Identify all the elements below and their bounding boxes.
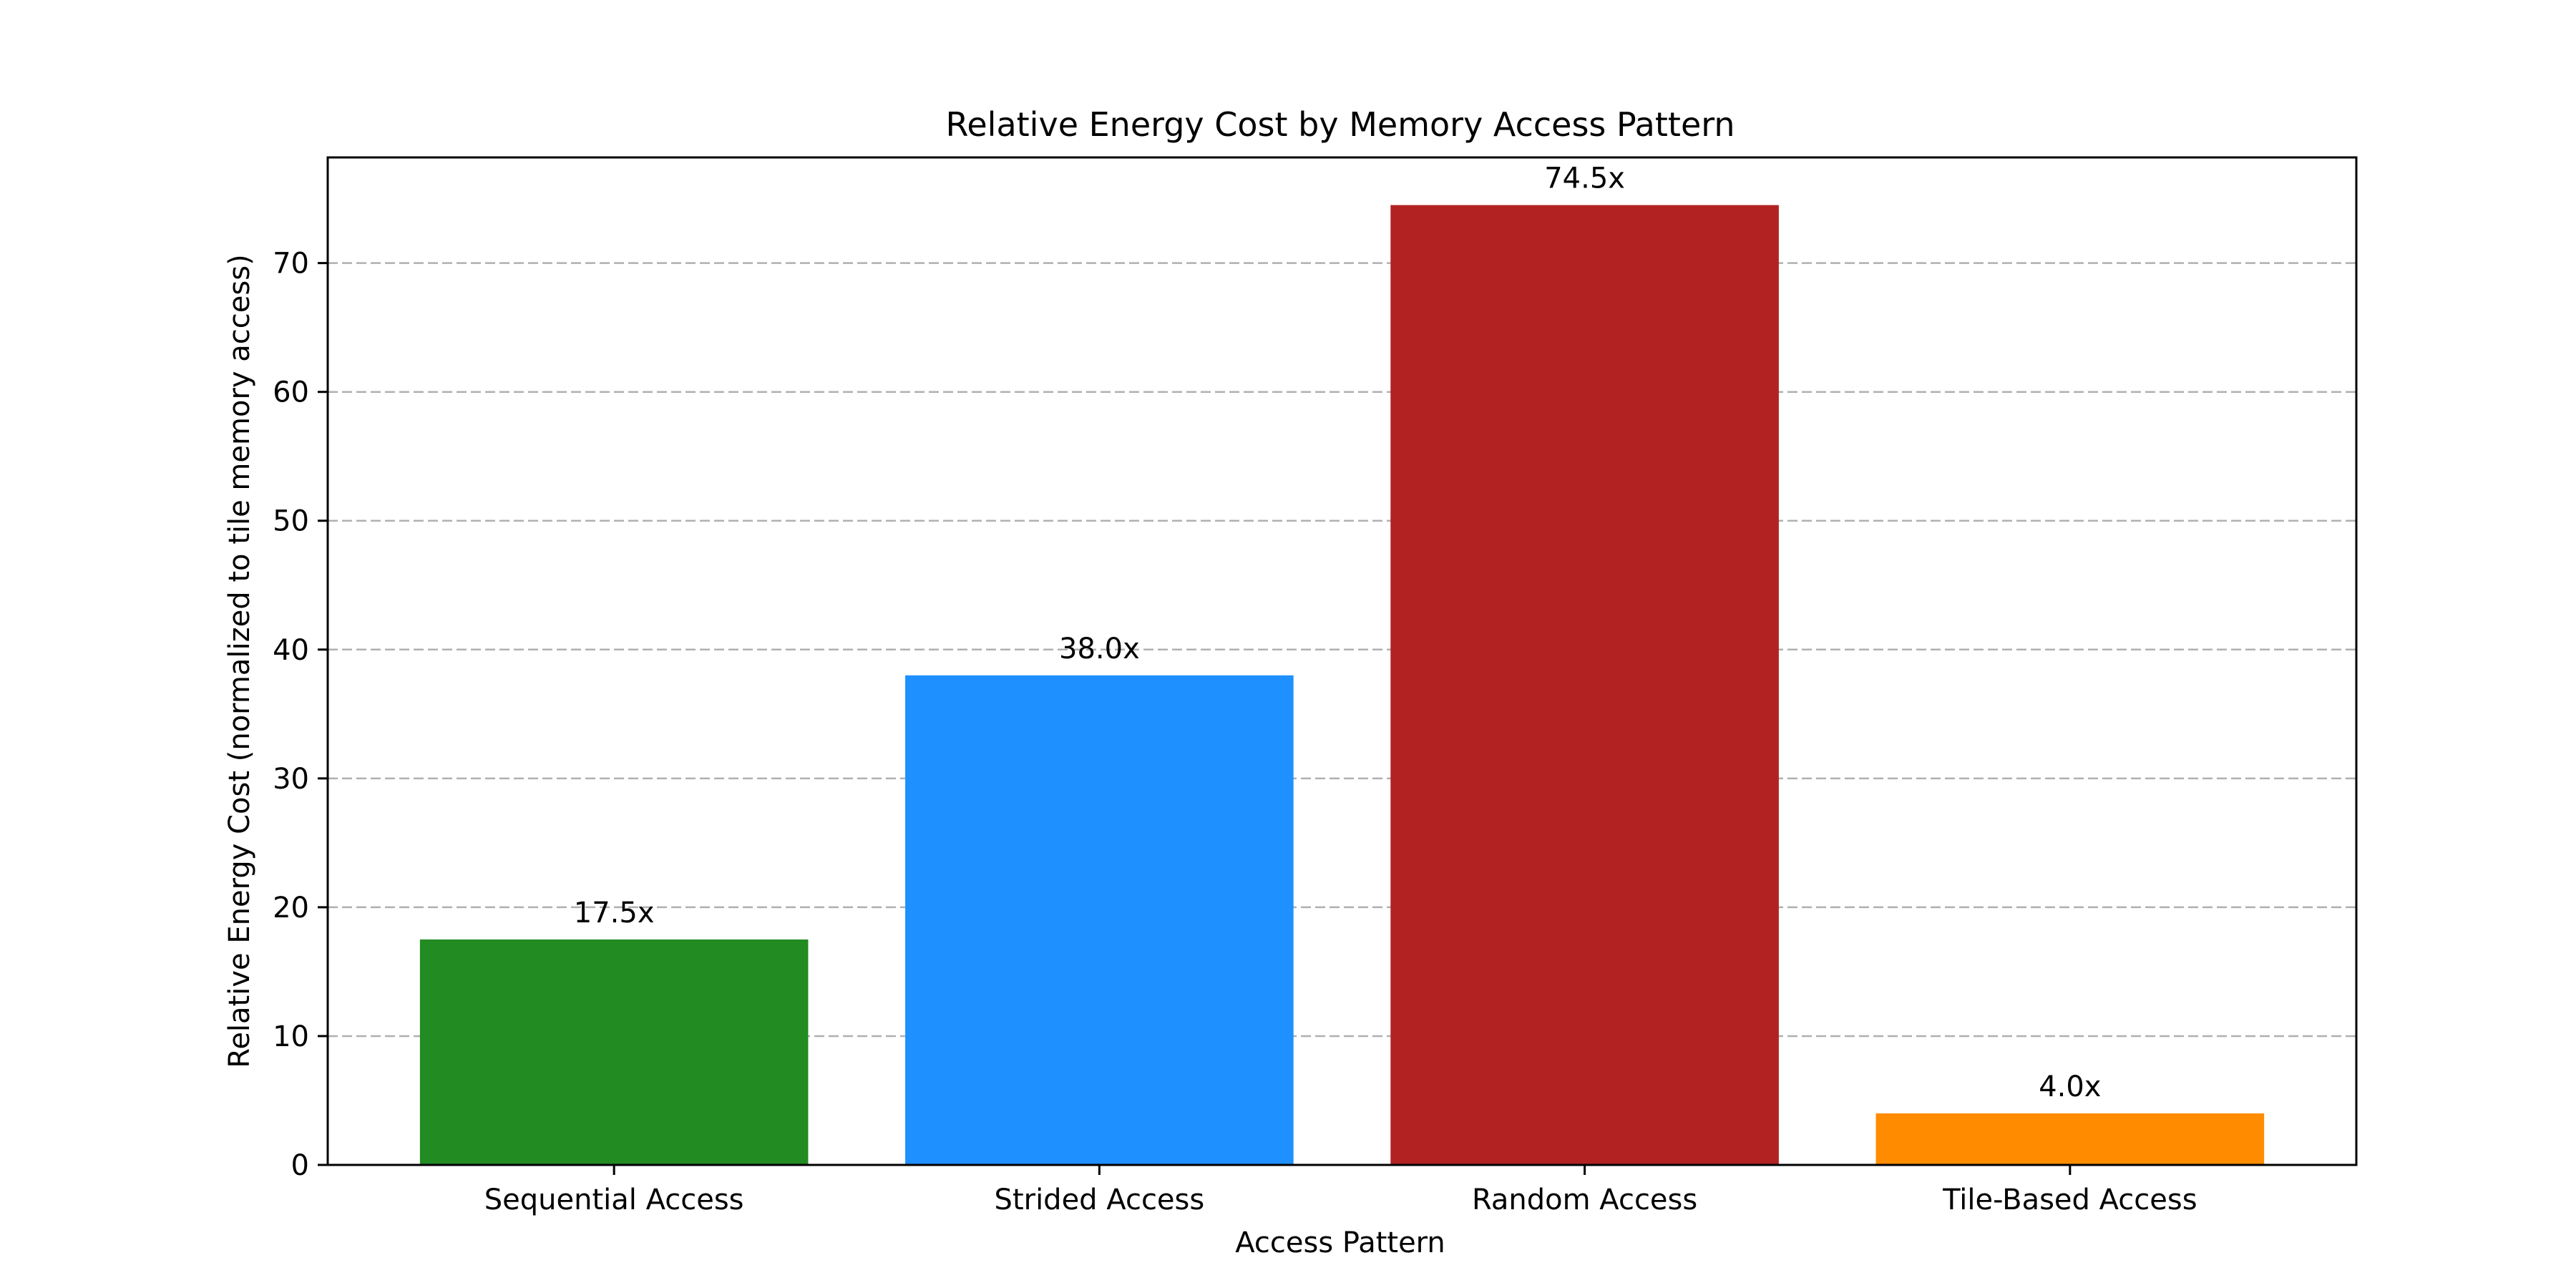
y-tick-label: 60 [273, 376, 309, 409]
y-tick-label: 10 [273, 1020, 309, 1053]
x-axis-ticks: Sequential Access Strided Access Random Ac… [484, 1165, 2197, 1216]
bar-data-label: 38.0x [1059, 633, 1140, 665]
bar [1875, 1113, 2265, 1165]
bar [905, 675, 1294, 1165]
y-axis-label: Relative Energy Cost (normalized to tile… [223, 254, 256, 1068]
x-tick-label: Tile-Based Access [1942, 1184, 2197, 1216]
bar [419, 939, 809, 1165]
bar-data-label: 74.5x [1544, 162, 1625, 195]
bar [1390, 205, 1779, 1166]
data-labels: 17.5x 38.0x 74.5x 4.0x [574, 162, 2102, 1103]
y-tick-label: 40 [273, 634, 309, 667]
x-tick-label: Sequential Access [484, 1184, 744, 1216]
y-tick-label: 0 [291, 1149, 309, 1182]
axes-frame [326, 156, 2358, 1166]
bars [419, 205, 2265, 1166]
chart-title: Relative Energy Cost by Memory Access Pa… [945, 105, 1735, 144]
y-tick-label: 70 [273, 248, 309, 280]
y-tick-label: 30 [273, 763, 309, 796]
bar-data-label: 17.5x [574, 897, 655, 930]
grid-lines [328, 262, 2356, 1038]
bar-data-label: 4.0x [2039, 1070, 2101, 1103]
y-axis-ticks: 0 10 20 30 40 50 60 70 [273, 248, 328, 1182]
y-tick-label: 50 [273, 505, 309, 538]
x-tick-label: Strided Access [995, 1184, 1205, 1216]
x-axis-label: Access Pattern [1235, 1226, 1445, 1259]
y-tick-label: 20 [273, 892, 309, 924]
x-tick-label: Random Access [1472, 1184, 1697, 1216]
